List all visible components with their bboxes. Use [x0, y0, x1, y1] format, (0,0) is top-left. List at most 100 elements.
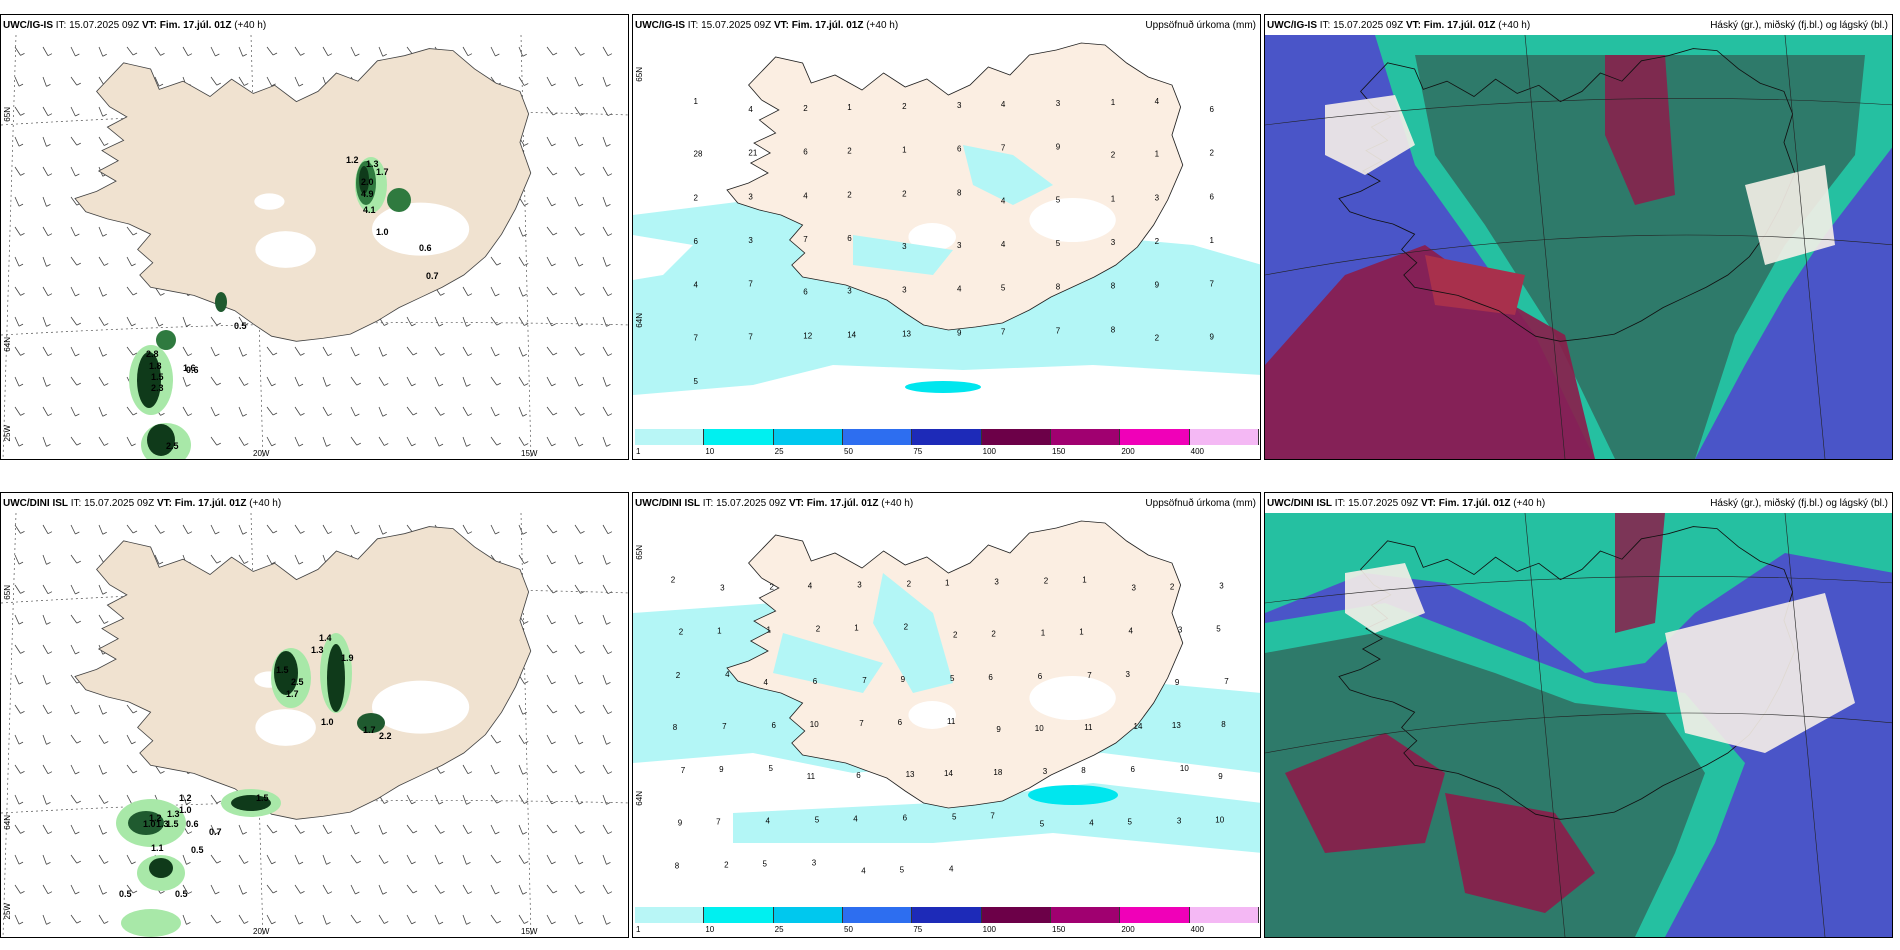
value-label: 1.7 [363, 725, 376, 735]
wind-barb [490, 824, 500, 835]
wind-barb [350, 524, 360, 535]
wind-barb [42, 196, 51, 207]
wind-barb [406, 794, 416, 805]
lat-label: 65N [3, 585, 12, 600]
wind-barb [210, 76, 221, 86]
value-label: 3 [1177, 816, 1182, 825]
wind-barb [14, 316, 24, 327]
value-label: 5 [950, 674, 955, 683]
colorbar-swatch [635, 907, 705, 923]
wind-barb [42, 286, 53, 297]
wind-barb [238, 406, 247, 417]
wind-barb [42, 436, 51, 447]
wind-barb [462, 286, 473, 297]
wind-barb [546, 914, 556, 925]
wind-barb [154, 554, 164, 565]
wind-barb [462, 824, 473, 835]
wind-barb [602, 46, 613, 57]
wind-barb [14, 914, 24, 925]
wind-barb [14, 136, 24, 147]
value-label: 2 [679, 628, 684, 637]
cloud-panel-row1: UWC/IG-IS IT: 15.07.2025 09Z VT: Fim. 17… [1264, 14, 1893, 460]
value-label: 4 [861, 866, 866, 875]
value-label: 9 [1155, 281, 1160, 290]
wind-barb [350, 824, 360, 835]
colorbar-swatch [981, 907, 1051, 923]
value-label: 7 [862, 676, 867, 685]
value-label: 7 [1001, 327, 1006, 336]
value-label: 3 [857, 581, 862, 590]
wind-barb [266, 376, 276, 387]
value-label: 1.7 [286, 689, 299, 699]
wind-barb [42, 614, 51, 625]
wind-barb [238, 854, 249, 864]
wind-barb [98, 854, 109, 864]
panel-header: UWC/IG-IS IT: 15.07.2025 09Z VT: Fim. 17… [3, 20, 267, 31]
wind-barb [42, 704, 53, 715]
wind-barb [14, 554, 24, 565]
value-label: 9 [957, 328, 962, 337]
wind-barb [238, 436, 249, 446]
value-label: 1.5 [151, 372, 164, 382]
wind-barb [70, 554, 81, 564]
value-label: 7 [859, 719, 864, 728]
wind-barb [546, 794, 556, 805]
wind-barb [210, 854, 221, 864]
value-label: 6 [898, 718, 903, 727]
value-label: 1.2 [346, 155, 359, 165]
wind-barb [42, 674, 51, 685]
wind-barb [210, 46, 220, 57]
wind-barb [350, 376, 361, 386]
wind-barb [546, 136, 556, 147]
value-label: 5 [1040, 819, 1045, 828]
value-label: 5 [952, 812, 957, 821]
wind-barb [266, 524, 278, 534]
wind-barb [98, 524, 107, 535]
value-label: 2 [847, 190, 852, 199]
wind-barb [322, 46, 333, 57]
panel-header: UWC/DINI ISL IT: 15.07.2025 09Z VT: Fim.… [3, 498, 282, 509]
wind-barb [490, 764, 500, 775]
wind-barb [462, 46, 473, 57]
value-label: 2 [1155, 237, 1160, 246]
wind-barb [490, 854, 501, 864]
value-label: 2 [847, 147, 852, 156]
wind-barb [14, 166, 25, 176]
wind-barb [602, 316, 611, 327]
lat-label: 64N [635, 313, 644, 328]
wind-barb [42, 794, 51, 805]
value-label: 9 [719, 765, 724, 774]
value-label: 3 [1126, 670, 1131, 679]
wind-barb [322, 854, 331, 865]
wind-barb [602, 824, 613, 835]
wind-barb [154, 76, 164, 87]
value-label: 1 [1111, 194, 1116, 203]
lat-label: 64N [3, 815, 12, 830]
wind-barb [70, 436, 81, 446]
wind-barb [462, 376, 471, 387]
wind-barb [546, 704, 558, 714]
wind-barb [294, 436, 304, 447]
wind-barb [602, 286, 613, 297]
value-label: 1 [1082, 576, 1087, 585]
value-label: 0.5 [175, 889, 188, 899]
wind-barb [322, 824, 333, 835]
value-label: 1.0 [179, 805, 192, 815]
wind-barb [378, 524, 387, 535]
wind-barb [434, 406, 445, 416]
wind-barb [434, 346, 445, 356]
wind-barb [42, 524, 53, 535]
wind-barb [294, 346, 305, 356]
colorbar-swatch [1120, 907, 1190, 923]
wind-barb [70, 346, 80, 357]
colorbar-swatch [1189, 907, 1259, 923]
wind-barb [546, 764, 558, 774]
wind-barb [574, 704, 585, 714]
wind-barb [70, 76, 81, 86]
value-label: 7 [722, 722, 727, 731]
wind-barb [14, 226, 25, 236]
colorbar-tick: 75 [913, 447, 923, 456]
wind-barb [406, 914, 416, 925]
wind-barb [210, 406, 220, 417]
value-label: 5 [1056, 239, 1061, 248]
